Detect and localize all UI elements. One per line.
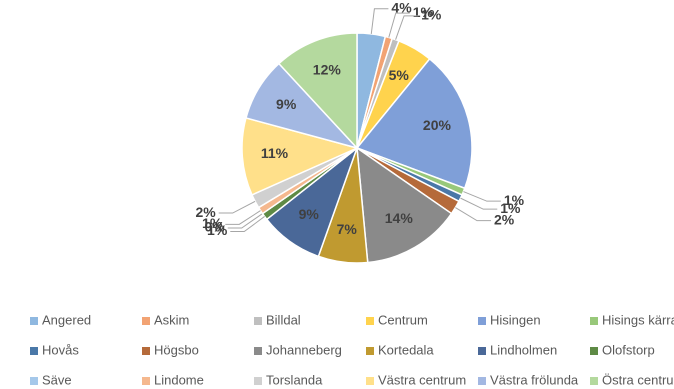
legend-swatch (366, 377, 374, 385)
leader-line (460, 197, 498, 210)
data-label: 1% (207, 222, 228, 238)
legend-swatch (254, 377, 262, 385)
legend-label: Hisingen (490, 312, 541, 327)
legend-label: Lindholmen (490, 342, 557, 357)
data-label: 1% (421, 7, 442, 23)
legend-swatch (254, 317, 262, 325)
legend-swatch (30, 377, 38, 385)
legend-label: Västra frölunda (490, 372, 579, 387)
legend-swatch (142, 317, 150, 325)
data-label: 1% (500, 200, 521, 216)
legend-label: Hovås (42, 342, 79, 357)
legend-swatch (478, 347, 486, 355)
data-label: 5% (389, 67, 410, 83)
data-label: 20% (423, 117, 452, 133)
data-label: 9% (276, 96, 297, 112)
leader-line (218, 200, 256, 214)
legend-label: Centrum (378, 312, 428, 327)
legend-swatch (478, 377, 486, 385)
data-label: 12% (313, 62, 342, 78)
leader-line (395, 15, 419, 40)
legend-label: Hisings kärra (602, 312, 674, 327)
pie-slice (356, 146, 453, 264)
legend-label: Kortedala (378, 342, 434, 357)
data-label: 7% (337, 221, 358, 237)
leader-line (227, 213, 263, 229)
legend-label: Säve (42, 372, 72, 387)
data-label: 14% (385, 210, 414, 226)
legend-label: Östra centrum (602, 372, 674, 387)
legend-label: Västra centrum (378, 372, 466, 387)
pie-slice (355, 57, 473, 190)
data-label: 2% (195, 204, 216, 220)
legend-swatch (142, 347, 150, 355)
legend-label: Olofstorp (602, 342, 655, 357)
legend-label: Billdal (266, 312, 301, 327)
data-label: 2% (494, 211, 515, 227)
legend-label: Lindome (154, 372, 204, 387)
data-label: 0% (204, 219, 225, 235)
legend-swatch (30, 347, 38, 355)
data-label: 1% (504, 192, 525, 208)
legend-swatch (142, 377, 150, 385)
legend-swatch (30, 317, 38, 325)
legend-label: Högsbo (154, 342, 199, 357)
legend-swatch (366, 347, 374, 355)
legend-label: Askim (154, 312, 189, 327)
legend-swatch (478, 317, 486, 325)
leader-line (455, 207, 492, 222)
data-label: 4% (391, 0, 412, 15)
legend-swatch (590, 377, 598, 385)
data-label: 11% (261, 145, 289, 161)
leader-line (388, 12, 410, 38)
pie-slice (277, 32, 358, 150)
legend-swatch (590, 347, 598, 355)
leader-line (463, 191, 501, 202)
legend-swatch (590, 317, 598, 325)
leader-line (370, 8, 389, 34)
pie-slice (241, 117, 360, 196)
leader-line (230, 216, 265, 233)
legend-swatch (254, 347, 262, 355)
legend-label: Torslanda (266, 372, 323, 387)
legend-label: Johanneberg (266, 342, 342, 357)
legend-label: Angered (42, 312, 91, 327)
data-label: 1% (202, 215, 223, 231)
leader-line (225, 210, 261, 225)
data-label: 9% (299, 206, 320, 222)
legend-swatch (366, 317, 374, 325)
